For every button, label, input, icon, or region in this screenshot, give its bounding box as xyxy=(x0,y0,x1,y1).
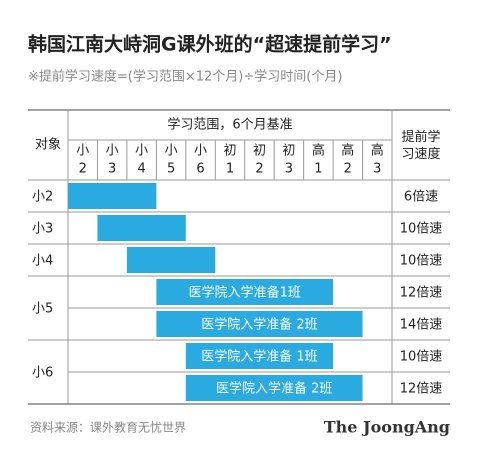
column-level: 小 xyxy=(106,144,119,159)
column-level: 初 xyxy=(223,144,236,159)
range-bar xyxy=(97,215,186,241)
bar-label: 医学院入学准备 2班 xyxy=(216,381,332,397)
column-level: 小 xyxy=(76,144,89,159)
subtitle: ※提前学习速度=(学习范围×12个月)÷学习时间(个月) xyxy=(28,69,342,85)
column-grade: 1 xyxy=(226,162,234,177)
target-cell: 小4 xyxy=(32,254,53,269)
range-bar xyxy=(185,343,334,369)
column-level: 小 xyxy=(194,144,207,159)
source: 资料来源：课外教育无忧世界 xyxy=(30,420,186,435)
column-level: 小 xyxy=(165,144,178,159)
target-cell: 小6 xyxy=(32,366,53,381)
header-cell: 对象 xyxy=(35,138,61,153)
range-bar xyxy=(68,183,157,209)
column-grade: 3 xyxy=(108,162,116,177)
column-grade: 2 xyxy=(344,162,352,177)
speed-cell: 10倍速 xyxy=(400,350,443,365)
column-grade: 3 xyxy=(285,162,293,177)
target-cell: 小5 xyxy=(32,302,53,317)
speed-cell: 6倍速 xyxy=(404,190,438,205)
range-bar xyxy=(156,279,334,305)
column-level: 高 xyxy=(312,143,325,159)
column-grade: 1 xyxy=(314,162,322,177)
range-bar xyxy=(185,375,363,401)
column-grade: 4 xyxy=(137,162,145,177)
column-grade: 2 xyxy=(255,162,263,177)
speed-cell: 10倍速 xyxy=(400,254,443,269)
title: 韩国江南大峙洞G课外班的“超速提前学习” xyxy=(28,33,392,56)
range-bar xyxy=(156,311,363,337)
bar-label: 医学院入学准备 1班 xyxy=(201,349,317,365)
column-grade: 6 xyxy=(196,162,204,177)
speed-cell: 12倍速 xyxy=(400,286,443,301)
column-grade: 2 xyxy=(79,162,87,177)
target-cell: 小3 xyxy=(32,222,53,237)
column-level: 高 xyxy=(371,143,384,159)
column-level: 小 xyxy=(135,144,148,159)
bar-label: 医学院入学准备1班 xyxy=(189,285,301,301)
column-level: 初 xyxy=(253,144,266,159)
speed-cell: 12倍速 xyxy=(400,382,443,397)
target-cell: 小2 xyxy=(32,190,53,205)
column-grade: 5 xyxy=(167,162,175,177)
logo: The JoongAng xyxy=(324,418,450,437)
column-level: 初 xyxy=(282,144,295,159)
speed-cell: 14倍速 xyxy=(400,318,443,333)
speed-cell: 10倍速 xyxy=(400,222,443,237)
bar-label: 医学院入学准备 2班 xyxy=(201,317,317,333)
range-bar xyxy=(126,247,216,273)
header-cell: 提前学习速度 xyxy=(401,129,440,162)
column-grade: 3 xyxy=(373,162,381,177)
header-cell: 学习范围，6个月基准 xyxy=(167,117,292,133)
column-level: 高 xyxy=(341,143,354,159)
